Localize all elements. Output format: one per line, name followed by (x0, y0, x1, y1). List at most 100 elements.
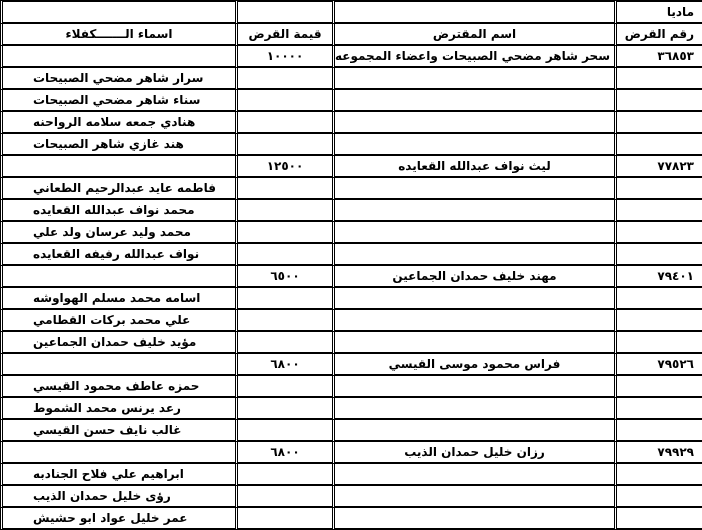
guarantor-row: غالب نايف حسن القيسي (0, 420, 702, 442)
empty-cell (235, 376, 332, 398)
guarantor-name: مؤيد خليف حمدان الجماعين (0, 332, 235, 354)
guarantor-name: اسامه محمد مسلم الهواوشه (0, 288, 235, 310)
empty-cell (614, 200, 702, 222)
empty-cell (614, 398, 702, 420)
empty-cell (332, 288, 614, 310)
loan-number: ٧٩٥٢٦ (614, 354, 702, 376)
empty-cell (235, 0, 332, 24)
header-loan-value: قيمة القرض (235, 24, 332, 46)
empty-cell (332, 200, 614, 222)
borrower-name: فراس محمود موسى القيسي (332, 354, 614, 376)
header-row: رقم القرض اسم المقترض قيمة القرض اسماء ا… (0, 24, 702, 46)
top-row: ماديا (0, 0, 702, 24)
empty-cell (235, 112, 332, 134)
top-label: ماديا (614, 0, 702, 24)
guarantor-name: حمزه عاطف محمود القيسي (0, 376, 235, 398)
guarantor-row: هند غازي شاهر الصبيحات (0, 134, 702, 156)
empty-cell (235, 288, 332, 310)
empty-cell (332, 178, 614, 200)
loan-row: ٧٩٩٢٩ رزان خليل حمدان الذيب ٦٨٠٠ (0, 442, 702, 464)
guarantor-row: هنادي جمعه سلامه الرواحنه (0, 112, 702, 134)
empty-cell (235, 90, 332, 112)
loan-value: ١٠٠٠٠ (235, 46, 332, 68)
guarantor-row: علي محمد بركات القطامي (0, 310, 702, 332)
empty-cell (614, 68, 702, 90)
empty-cell (332, 398, 614, 420)
guarantor-row: سرار شاهر مضحي الصبيحات (0, 68, 702, 90)
borrower-name: ليث نواف عبدالله القعايده (332, 156, 614, 178)
empty-cell (614, 310, 702, 332)
guarantor-row: سناء شاهر مضحي الصبيحات (0, 90, 702, 112)
guarantor-name: محمد وليد عرسان ولد علي (0, 222, 235, 244)
guarantor-row: محمد وليد عرسان ولد علي (0, 222, 702, 244)
borrower-name: سحر شاهر مضحي الصبيحات واعضاء المجموعه (332, 46, 614, 68)
empty-cell (235, 68, 332, 90)
empty-cell (614, 376, 702, 398)
empty-cell (235, 200, 332, 222)
guarantor-row: فاطمه عايد عبدالرحيم الطعاني (0, 178, 702, 200)
loan-value: ٦٨٠٠ (235, 442, 332, 464)
header-loan-number: رقم القرض (614, 24, 702, 46)
empty-cell (614, 508, 702, 530)
borrower-name: مهند خليف حمدان الجماعين (332, 266, 614, 288)
empty-cell (235, 486, 332, 508)
guarantor-row: اسامه محمد مسلم الهواوشه (0, 288, 702, 310)
empty-cell (235, 332, 332, 354)
empty-cell (614, 464, 702, 486)
empty-cell (332, 310, 614, 332)
empty-cell (332, 112, 614, 134)
empty-cell (332, 376, 614, 398)
header-borrower: اسم المقترض (332, 24, 614, 46)
empty-cell (235, 222, 332, 244)
guarantor-name: سرار شاهر مضحي الصبيحات (0, 68, 235, 90)
empty-cell (614, 90, 702, 112)
guarantor-row: حمزه عاطف محمود القيسي (0, 376, 702, 398)
empty-cell (0, 354, 235, 376)
empty-cell (332, 90, 614, 112)
empty-cell (332, 486, 614, 508)
loan-row: ٧٩٥٢٦ فراس محمود موسى القيسي ٦٨٠٠ (0, 354, 702, 376)
loan-number: ٧٩٩٢٩ (614, 442, 702, 464)
empty-cell (614, 112, 702, 134)
loan-row: ٧٩٤٠١ مهند خليف حمدان الجماعين ٦٥٠٠ (0, 266, 702, 288)
empty-cell (614, 332, 702, 354)
empty-cell (332, 508, 614, 530)
empty-cell (235, 464, 332, 486)
guarantor-row: محمد نواف عبدالله القعايده (0, 200, 702, 222)
empty-cell (235, 134, 332, 156)
empty-cell (614, 244, 702, 266)
guarantor-name: ابراهيم علي فلاح الجنادبه (0, 464, 235, 486)
guarantor-name: هند غازي شاهر الصبيحات (0, 134, 235, 156)
guarantor-name: غالب نايف حسن القيسي (0, 420, 235, 442)
empty-cell (332, 420, 614, 442)
empty-cell (0, 442, 235, 464)
empty-cell (0, 266, 235, 288)
empty-cell (614, 420, 702, 442)
loan-number: ٧٧٨٢٣ (614, 156, 702, 178)
header-guarantors: اسماء الـــــــكفلاء (0, 24, 235, 46)
guarantor-name: محمد نواف عبدالله القعايده (0, 200, 235, 222)
guarantor-row: عمر خليل عواد ابو حشيش (0, 508, 702, 530)
loan-value: ٦٨٠٠ (235, 354, 332, 376)
guarantor-name: هنادي جمعه سلامه الرواحنه (0, 112, 235, 134)
empty-cell (614, 288, 702, 310)
loan-number: ٧٩٤٠١ (614, 266, 702, 288)
empty-cell (332, 68, 614, 90)
guarantor-name: نواف عبدالله رفيفه القعايده (0, 244, 235, 266)
empty-cell (235, 420, 332, 442)
borrower-name: رزان خليل حمدان الذيب (332, 442, 614, 464)
empty-cell (332, 464, 614, 486)
guarantor-name: رعد يرنس محمد الشموط (0, 398, 235, 420)
guarantor-name: فاطمه عايد عبدالرحيم الطعاني (0, 178, 235, 200)
loan-value: ٦٥٠٠ (235, 266, 332, 288)
empty-cell (332, 0, 614, 24)
loan-number: ٣٦٨٥٣ (614, 46, 702, 68)
loan-row: ٣٦٨٥٣ سحر شاهر مضحي الصبيحات واعضاء المجم… (0, 46, 702, 68)
empty-cell (614, 134, 702, 156)
guarantor-name: عمر خليل عواد ابو حشيش (0, 508, 235, 530)
empty-cell (332, 134, 614, 156)
empty-cell (235, 508, 332, 530)
guarantor-row: نواف عبدالله رفيفه القعايده (0, 244, 702, 266)
empty-cell (235, 398, 332, 420)
empty-cell (332, 244, 614, 266)
